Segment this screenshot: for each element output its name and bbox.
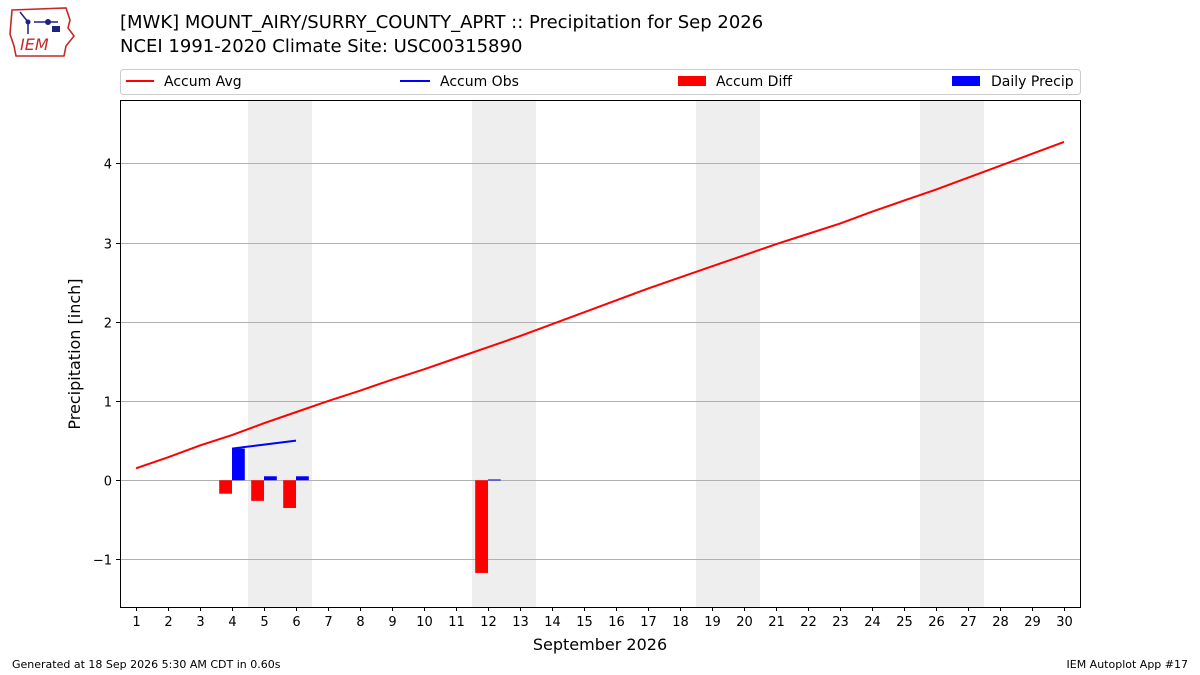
- x-tick-label: 4: [228, 615, 236, 630]
- x-tick-label: 17: [640, 615, 657, 630]
- x-tick-label: 27: [960, 615, 977, 630]
- daily-precip-bar: [264, 476, 277, 481]
- x-tick-label: 10: [416, 615, 433, 630]
- x-tick-label: 19: [704, 615, 721, 630]
- x-tick-label: 26: [928, 615, 945, 630]
- x-axis-label: September 2026: [533, 635, 667, 654]
- x-tick-label: 12: [480, 615, 497, 630]
- y-tick-label: −1: [93, 554, 112, 569]
- iem-iowa-logo-icon: IEM: [9, 7, 76, 57]
- x-tick-label: 29: [1024, 615, 1041, 630]
- x-tick-label: 14: [544, 615, 561, 630]
- svg-text:IEM: IEM: [20, 35, 49, 54]
- x-tick-label: 15: [576, 615, 593, 630]
- x-tick-label: 24: [864, 615, 881, 630]
- legend: Accum Avg Accum Obs Accum Diff Daily Pre…: [120, 69, 1081, 95]
- x-tick-label: 30: [1056, 615, 1073, 630]
- y-tick-label: 0: [104, 475, 112, 490]
- weekend-band-0: [248, 100, 312, 607]
- generated-timestamp: Generated at 18 Sep 2026 5:30 AM CDT in …: [12, 658, 281, 671]
- accum-diff-bar: [475, 480, 488, 573]
- x-tick-label: 1: [132, 615, 140, 630]
- legend-label-accum-avg: Accum Avg: [164, 74, 242, 90]
- x-tick-label: 6: [292, 615, 300, 630]
- chart-subtitle: NCEI 1991-2020 Climate Site: USC00315890: [120, 36, 523, 57]
- x-tick-label: 5: [260, 615, 268, 630]
- x-tick-label: 9: [388, 615, 396, 630]
- x-tick-label: 28: [992, 615, 1009, 630]
- legend-swatch-accum-diff: [678, 76, 706, 86]
- x-tick-label: 3: [196, 615, 204, 630]
- y-axis-label: Precipitation [inch]: [65, 278, 84, 429]
- x-tick-label: 8: [356, 615, 364, 630]
- daily-precip-bar: [488, 479, 501, 481]
- x-tick-label: 16: [608, 615, 625, 630]
- iem-logo: IEM: [8, 6, 76, 62]
- y-tick-label: 1: [104, 396, 112, 411]
- daily-precip-bar: [232, 448, 245, 481]
- legend-label-accum-obs: Accum Obs: [440, 74, 519, 90]
- legend-label-accum-diff: Accum Diff: [716, 74, 792, 90]
- x-tick-label: 21: [768, 615, 785, 630]
- accum-diff-bar: [283, 480, 296, 508]
- accum-diff-bar: [219, 480, 232, 494]
- x-tick-label: 23: [832, 615, 849, 630]
- y-tick-label: 4: [104, 158, 112, 173]
- weekend-band-2: [696, 100, 760, 607]
- chart-title: [MWK] MOUNT_AIRY/SURRY_COUNTY_APRT :: Pr…: [120, 12, 764, 33]
- x-tick-label: 20: [736, 615, 753, 630]
- x-tick-label: 2: [164, 615, 172, 630]
- y-tick-label: 3: [104, 238, 112, 253]
- legend-label-daily-precip: Daily Precip: [991, 74, 1074, 90]
- autoplot-app-label: IEM Autoplot App #17: [1066, 658, 1189, 671]
- x-tick-label: 18: [672, 615, 689, 630]
- legend-swatch-daily-precip: [952, 76, 980, 86]
- x-tick-label: 7: [324, 615, 332, 630]
- accum-obs-line: [231, 439, 297, 450]
- plot-frame: [120, 100, 1081, 608]
- accum-diff-bar: [251, 480, 264, 501]
- daily-precip-bar: [296, 476, 309, 481]
- x-tick-label: 25: [896, 615, 913, 630]
- x-tick-label: 11: [448, 615, 465, 630]
- x-tick-label: 13: [512, 615, 529, 630]
- accum-avg-line: [135, 141, 1065, 470]
- y-tick-label: 2: [104, 317, 112, 332]
- legend-box: [120, 69, 1081, 95]
- x-tick-label: 22: [800, 615, 817, 630]
